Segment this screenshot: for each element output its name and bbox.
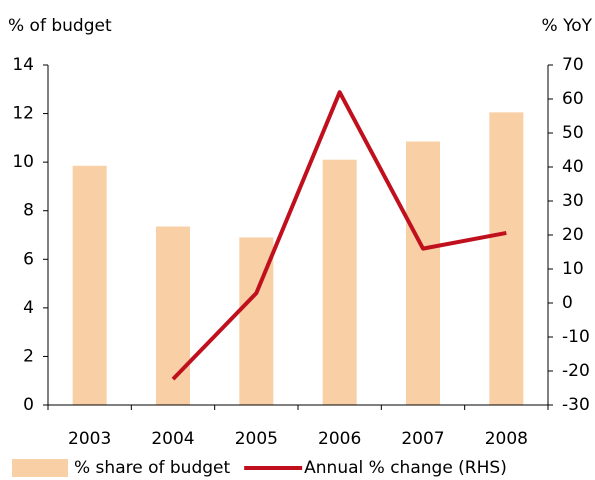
y-tick-label: 10: [12, 152, 34, 172]
y2-tick-label: -30: [562, 395, 590, 415]
y2-tick-label: 70: [562, 55, 584, 75]
y-tick-label: 14: [12, 55, 34, 75]
y2-tick-label: 20: [562, 225, 584, 245]
y2-tick-label: 40: [562, 157, 584, 177]
y-axis-label: % of budget: [8, 16, 112, 36]
y-tick-label: 4: [23, 298, 34, 318]
x-tick-label: 2004: [151, 429, 194, 449]
y2-axis-label: % YoY: [542, 16, 593, 36]
y2-tick-label: 50: [562, 123, 584, 143]
bar: [406, 141, 440, 405]
y2-tick-label: -20: [562, 361, 590, 381]
x-tick-label: 2007: [401, 429, 444, 449]
bar: [156, 226, 190, 405]
x-tick-label: 2005: [235, 429, 278, 449]
y2-tick-label: 0: [562, 293, 573, 313]
y-tick-label: 12: [12, 104, 34, 124]
x-tick-label: 2003: [68, 429, 111, 449]
bar: [72, 165, 107, 405]
y2-tick-label: 30: [562, 191, 584, 211]
line: [171, 90, 507, 381]
x-tick-label: 2006: [318, 429, 361, 449]
legend-label: Annual % change (RHS): [304, 458, 507, 478]
y2-tick-label: 60: [562, 89, 584, 109]
legend-swatch: [12, 459, 68, 477]
bar: [489, 112, 524, 405]
y2-tick-label: -10: [562, 327, 590, 347]
y-tick-label: 0: [23, 395, 34, 415]
y-tick-label: 8: [23, 201, 34, 221]
bar: [322, 159, 357, 405]
y-tick-label: 2: [23, 346, 34, 366]
y-tick-label: 6: [23, 249, 34, 269]
x-tick-label: 2008: [485, 429, 528, 449]
y2-tick-label: 10: [562, 259, 584, 279]
legend-label: % share of budget: [74, 458, 230, 478]
